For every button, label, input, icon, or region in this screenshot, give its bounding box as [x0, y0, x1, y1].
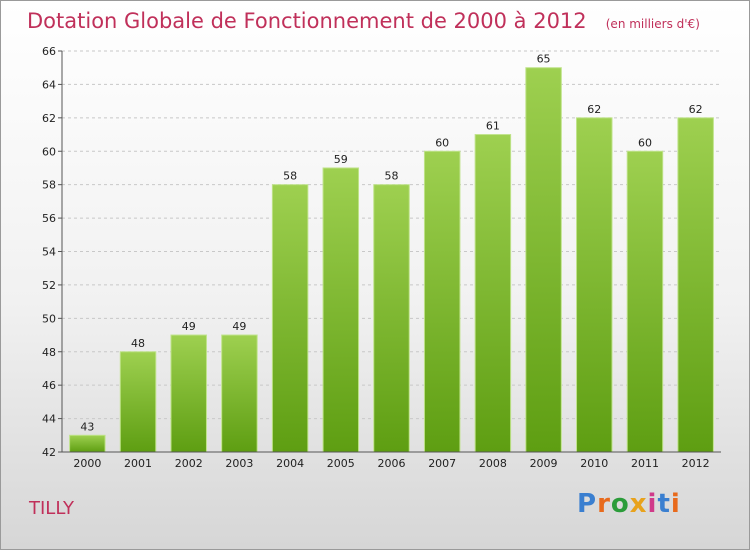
bar-2012[interactable] — [677, 117, 714, 453]
y-tick-label: 50 — [42, 312, 56, 325]
x-tick-label-2001: 2001 — [124, 457, 152, 470]
chart-unit: (en milliers d'€) — [605, 17, 700, 31]
bar-2003[interactable] — [221, 334, 258, 453]
bar-2002[interactable] — [170, 334, 207, 453]
value-label-2003: 49 — [232, 320, 246, 333]
y-tick-label: 46 — [42, 379, 56, 392]
value-label-2001: 48 — [131, 337, 145, 350]
value-label-2006: 58 — [385, 170, 399, 183]
bar-2001[interactable] — [119, 351, 157, 453]
x-tick-label-2006: 2006 — [378, 457, 406, 470]
value-label-2002: 49 — [182, 320, 196, 333]
x-tick-label-2010: 2010 — [580, 457, 608, 470]
y-tick-label: 54 — [42, 246, 56, 259]
y-tick-label: 64 — [42, 78, 56, 91]
bar-2006[interactable] — [373, 184, 410, 453]
value-label-2011: 60 — [638, 136, 652, 149]
x-tick-label-2000: 2000 — [73, 457, 101, 470]
bar-2004[interactable] — [271, 184, 309, 453]
y-tick-label: 66 — [42, 45, 56, 58]
value-label-2004: 58 — [283, 170, 297, 183]
bar-2005[interactable] — [322, 167, 360, 453]
title-row: Dotation Globale de Fonctionnement de 20… — [27, 9, 700, 33]
x-tick-label-2005: 2005 — [327, 457, 355, 470]
value-label-2009: 65 — [537, 53, 551, 66]
x-tick-label-2004: 2004 — [276, 457, 304, 470]
x-tick-label-2002: 2002 — [175, 457, 203, 470]
bar-2010[interactable] — [576, 117, 613, 453]
y-tick-label: 60 — [42, 145, 56, 158]
logo-letter: i — [647, 489, 658, 519]
bar-2011[interactable] — [626, 150, 664, 453]
x-tick-label-2007: 2007 — [428, 457, 456, 470]
value-label-2012: 62 — [689, 103, 703, 116]
y-tick-label: 56 — [42, 212, 56, 225]
x-tick-label-2012: 2012 — [682, 457, 710, 470]
logo-letter: P — [577, 489, 598, 519]
y-tick-label: 48 — [42, 346, 56, 359]
bar-2000[interactable] — [69, 434, 106, 453]
logo-letter: i — [670, 489, 681, 519]
value-label-2010: 62 — [587, 103, 601, 116]
logo-letter: r — [597, 489, 611, 519]
x-tick-label-2008: 2008 — [479, 457, 507, 470]
bar-2007[interactable] — [423, 150, 461, 453]
x-tick-label-2009: 2009 — [530, 457, 558, 470]
place-name: TILLY — [29, 498, 74, 519]
y-tick-label: 52 — [42, 279, 56, 292]
bar-2009[interactable] — [525, 67, 562, 453]
x-tick-label-2011: 2011 — [631, 457, 659, 470]
y-tick-label: 42 — [42, 446, 56, 459]
bars: 43 48 49 49 58 59 58 60 61 65 62 60 62 — [69, 53, 714, 453]
bar-2008[interactable] — [474, 134, 512, 453]
y-tick-label: 44 — [42, 413, 56, 426]
x-tick-label-2003: 2003 — [225, 457, 253, 470]
proxiti-logo[interactable]: Proxiti — [577, 489, 681, 519]
value-label-2007: 60 — [435, 136, 449, 149]
value-label-2008: 61 — [486, 120, 500, 133]
x-axis: 2000 2001 2002 2003 2004 2005 2006 2007 2008 2009… — [62, 451, 721, 470]
logo-letter: o — [610, 489, 630, 519]
y-axis: 42 44 46 48 50 52 54 56 58 60 62 64 66 — [42, 45, 63, 459]
logo-letter: t — [657, 489, 671, 519]
y-tick-label: 62 — [42, 112, 56, 125]
logo-letter: x — [629, 489, 648, 519]
value-label-2000: 43 — [80, 420, 94, 433]
y-tick-label: 58 — [42, 179, 56, 192]
chart-title: Dotation Globale de Fonctionnement de 20… — [27, 9, 587, 33]
value-label-2005: 59 — [334, 153, 348, 166]
